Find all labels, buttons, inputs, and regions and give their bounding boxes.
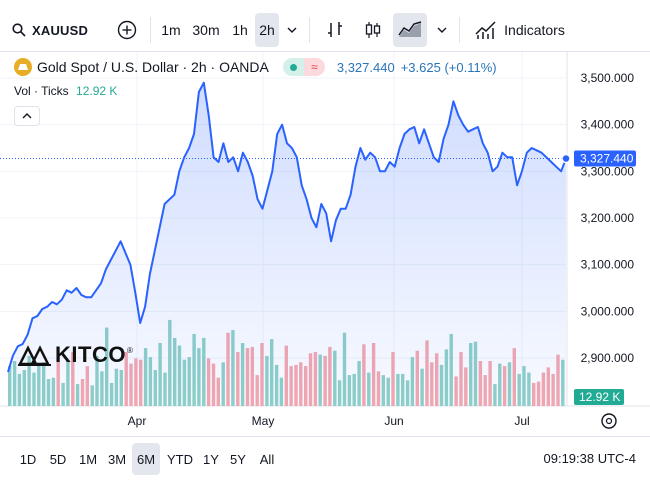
market-status-pill[interactable]: ≈ (282, 58, 325, 76)
bars-icon (328, 22, 342, 37)
range-5y[interactable]: 5Y (230, 451, 246, 467)
kitco-logo-icon (18, 345, 51, 366)
market-open-indicator-icon (282, 58, 304, 76)
price-chart[interactable]: 3,500.000 3,400.000 3,300.000 3,200.000 3,10… (0, 52, 650, 436)
plus-circle-icon (117, 20, 137, 40)
indicators-button[interactable]: Indicators (468, 13, 572, 47)
legend-price: 3,327.440 (336, 59, 395, 75)
range-1m[interactable]: 1M (78, 451, 98, 467)
series-title: Gold Spot / U.S. Dollar · 2h · OANDA (37, 59, 269, 75)
indicators-label: Indicators (504, 22, 565, 38)
toolbar-divider (150, 17, 151, 43)
interval-1m[interactable]: 1m (161, 22, 181, 38)
search-icon (12, 23, 26, 37)
wave-icon: ≈ (303, 58, 325, 76)
kitco-logo-text: KITCO (55, 342, 126, 367)
range-6m[interactable]: 6M (132, 443, 160, 475)
price-axis[interactable]: 3,500.000 3,400.000 3,300.000 3,200.000 3,10… (581, 71, 635, 365)
registered-mark-icon: ® (126, 345, 134, 355)
time-axis-settings-button[interactable] (601, 413, 617, 429)
price-tick-label: 3,300.000 (581, 164, 635, 178)
price-tick-label: 3,200.000 (581, 211, 635, 225)
volume-legend-label: Vol · Ticks (14, 84, 69, 98)
time-axis[interactable]: Apr May Jun Jul (128, 414, 530, 428)
price-tick-label: 3,500.000 (581, 71, 635, 85)
toolbar-divider (459, 17, 460, 43)
chevron-up-icon (22, 113, 32, 119)
last-price-badge-text: 3,327.440 (580, 152, 634, 166)
indicators-icon (475, 21, 496, 39)
legend-change: +3.625 (+0.11%) (400, 59, 497, 75)
last-price-badge (574, 150, 636, 167)
volume-badge (574, 389, 624, 405)
time-tick-label: Jul (514, 414, 529, 428)
price-tick-label: 3,400.000 (581, 118, 635, 132)
price-tick-label: 2,900.000 (581, 351, 635, 365)
candles-icon (365, 22, 381, 38)
range-3m[interactable]: 3M (107, 451, 127, 467)
price-line (7, 81, 567, 373)
top-toolbar: XAUUSD 1m 30m 1h 2h Indicators (0, 0, 650, 52)
range-ytd[interactable]: YTD (167, 451, 193, 467)
time-tick-label: Jun (384, 414, 403, 428)
collapse-legend-button[interactable] (14, 106, 40, 126)
kitco-logo: KITCO ® (18, 342, 133, 368)
bar-chart-type-button[interactable] (318, 13, 352, 47)
volume-legend-value: 12.92 K (76, 84, 118, 98)
symbol-label: XAUUSD (32, 22, 89, 38)
gear-icon-hub (605, 417, 613, 425)
toolbar-divider (309, 17, 310, 43)
candles-chart-type-button[interactable] (356, 13, 390, 47)
price-area-fill (8, 82, 566, 406)
last-price-marker (561, 153, 571, 164)
gold-symbol-icon (14, 58, 32, 76)
area-chart-icon (398, 21, 422, 37)
timezone-clock[interactable]: 09:19:38 UTC-4 (543, 451, 637, 466)
interval-dropdown[interactable] (282, 13, 302, 47)
time-tick-label: May (252, 414, 275, 428)
chart-type-dropdown[interactable] (432, 13, 452, 47)
series-legend[interactable]: Gold Spot / U.S. Dollar · 2h · OANDA ≈ 3… (14, 58, 497, 76)
time-tick-label: Apr (128, 414, 147, 428)
volume-badge-text: 12.92 K (579, 390, 620, 404)
interval-2h[interactable]: 2h (255, 13, 279, 47)
interval-1h[interactable]: 1h (232, 22, 248, 38)
add-symbol-button[interactable] (112, 13, 142, 47)
range-1y[interactable]: 1Y (203, 451, 219, 467)
chevron-down-icon (287, 27, 297, 33)
volume-legend[interactable]: Vol · Ticks 12.92 K (14, 84, 117, 98)
range-toolbar: 1D 5D 1M 3M 6M YTD 1Y 5Y All 09:19:38 UT… (0, 436, 650, 483)
area-chart-type-button[interactable] (393, 13, 427, 47)
range-1d[interactable]: 1D (19, 451, 37, 467)
range-all[interactable]: All (259, 451, 275, 467)
gear-icon (601, 413, 617, 429)
range-5d[interactable]: 5D (49, 451, 67, 467)
price-tick-label: 3,100.000 (581, 258, 635, 272)
symbol-search[interactable]: XAUUSD (12, 13, 88, 47)
chevron-down-icon (437, 27, 447, 33)
price-tick-label: 3,000.000 (581, 304, 635, 318)
interval-30m[interactable]: 30m (192, 22, 220, 38)
